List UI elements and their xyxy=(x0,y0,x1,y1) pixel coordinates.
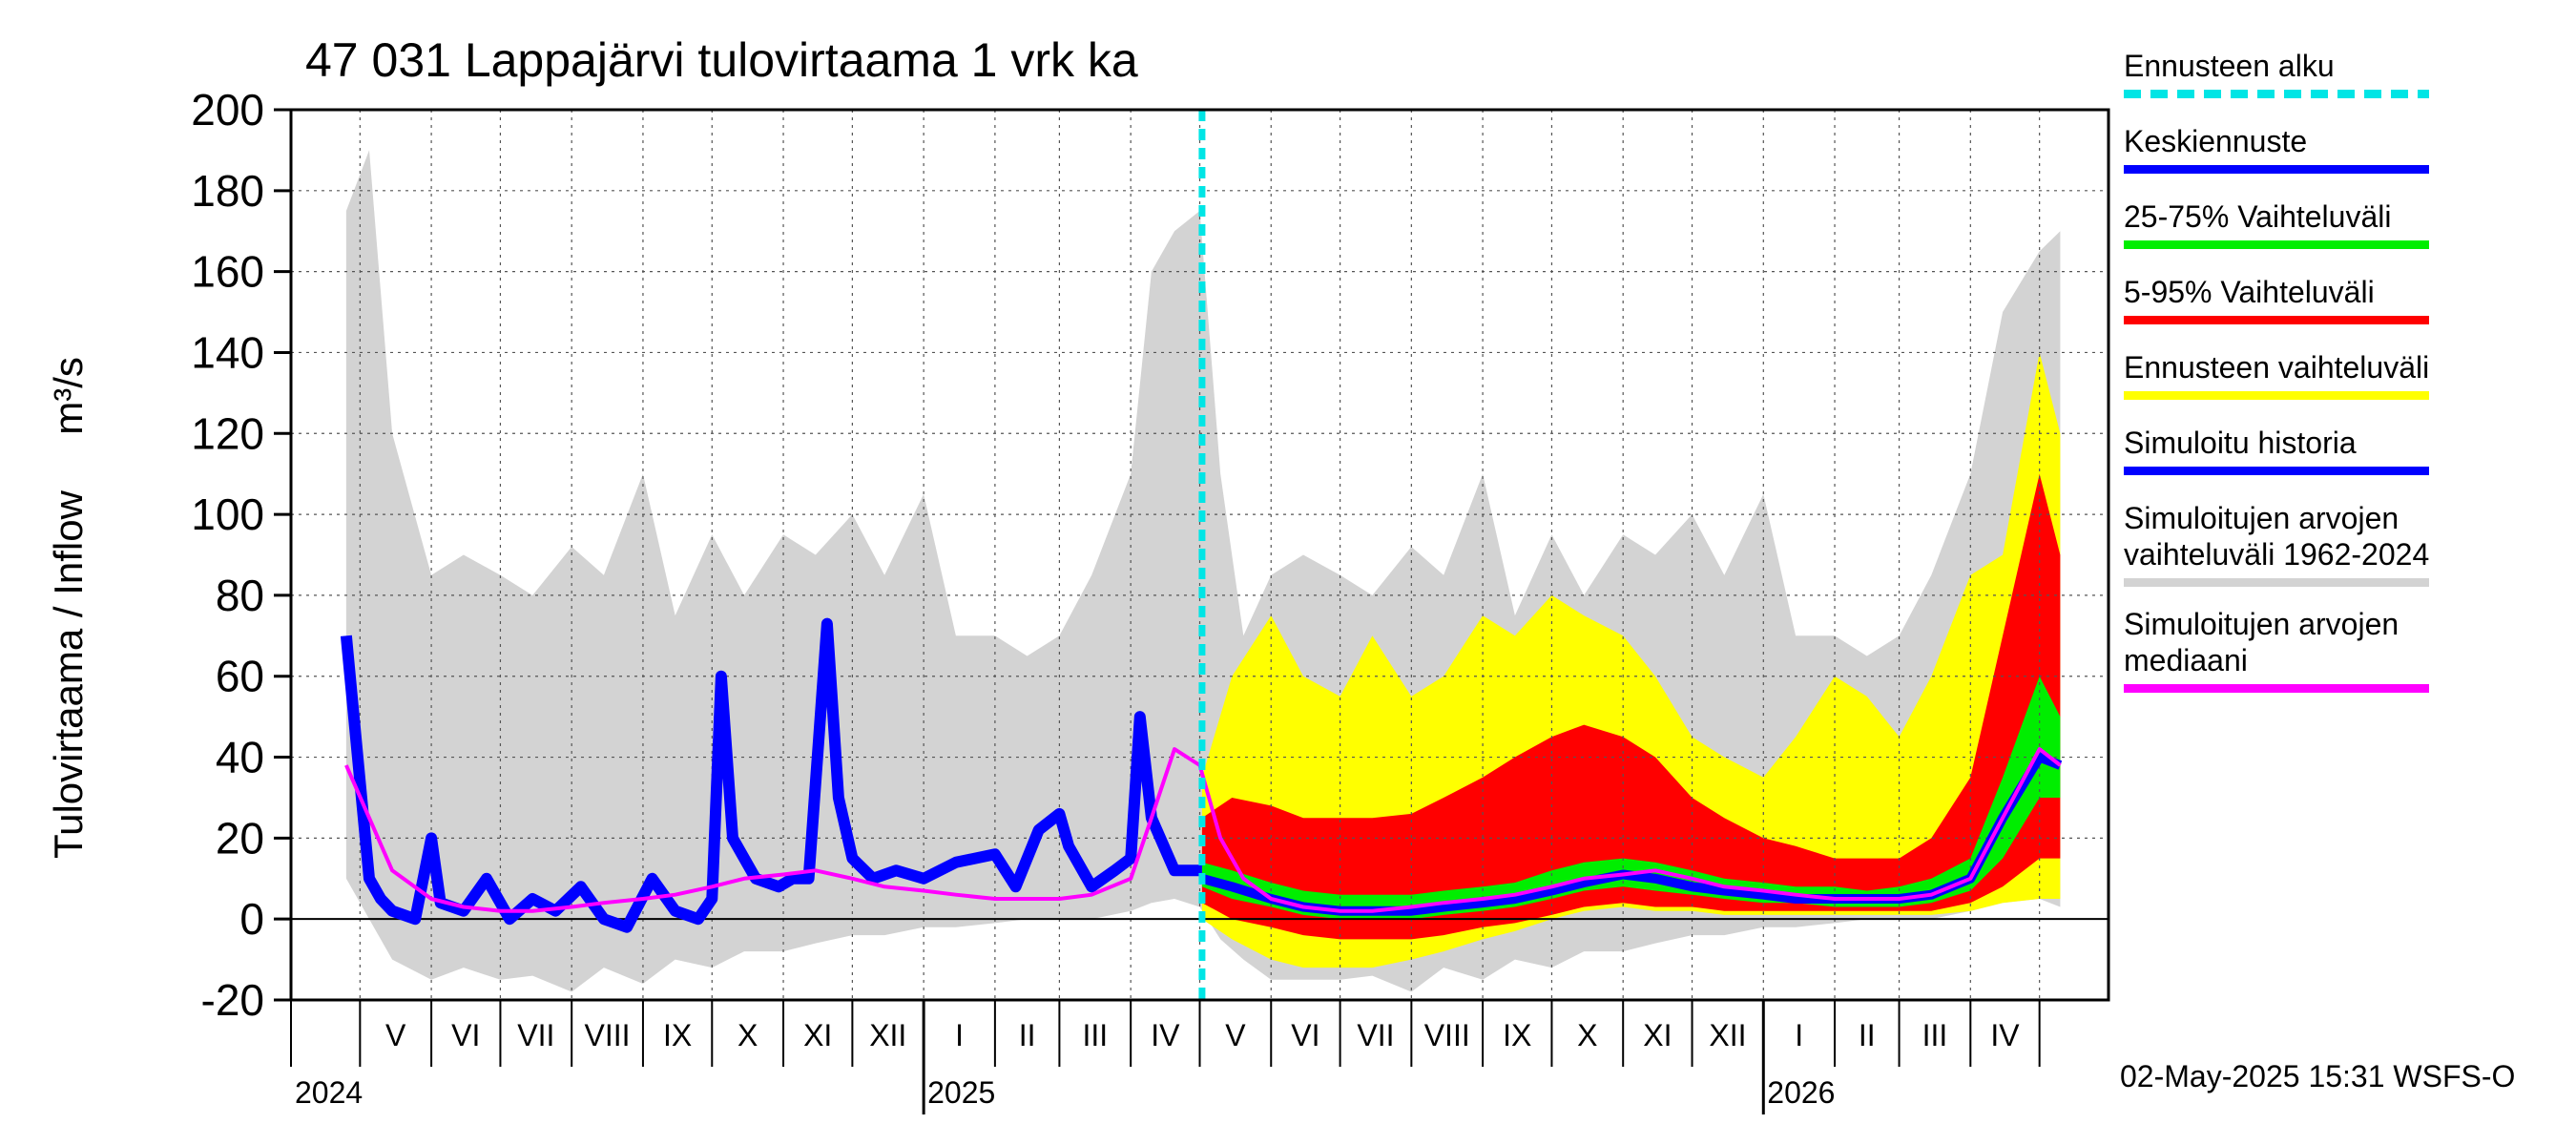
legend-swatch xyxy=(2124,90,2429,98)
legend-label: Ennusteen alku xyxy=(2124,49,2335,83)
legend-item: Simuloitujen arvojen vaihteluväli 1962-2… xyxy=(2124,500,2572,587)
legend-swatch xyxy=(2124,684,2429,693)
legend-swatch xyxy=(2124,578,2429,587)
month-label: V xyxy=(385,1018,406,1052)
month-label: III xyxy=(1922,1018,1948,1052)
y-axis-title: Tulovirtaama / Inflow xyxy=(46,490,91,859)
legend-label: 5-95% Vaihteluväli xyxy=(2124,275,2375,309)
range-25-75-band xyxy=(1201,676,2061,920)
month-label: II xyxy=(1019,1018,1036,1052)
legend: Ennusteen alku Keskiennuste 25-75% Vaihtel… xyxy=(2124,48,2572,712)
legend-label: Keskiennuste xyxy=(2124,124,2308,158)
month-label: X xyxy=(737,1018,758,1052)
year-label: 2024 xyxy=(295,1075,363,1110)
legend-swatch xyxy=(2124,165,2429,174)
legend-item: Ennusteen alku xyxy=(2124,48,2572,98)
range-5-95-band xyxy=(1201,473,2061,940)
month-label: IX xyxy=(1503,1018,1531,1052)
legend-label: Simuloitu historia xyxy=(2124,426,2357,460)
month-label: VIII xyxy=(1424,1018,1470,1052)
legend-swatch xyxy=(2124,316,2429,324)
chart-title: 47 031 Lappajärvi tulovirtaama 1 vrk ka xyxy=(305,33,1138,87)
month-label: XI xyxy=(803,1018,832,1052)
month-label: IV xyxy=(1990,1018,2020,1052)
month-label: IV xyxy=(1151,1018,1180,1052)
y-tick-label: 100 xyxy=(191,489,264,539)
month-label: XII xyxy=(869,1018,906,1052)
month-label: III xyxy=(1082,1018,1108,1052)
legend-item: Simuloitujen arvojen mediaani xyxy=(2124,606,2572,693)
y-tick-label: 200 xyxy=(191,85,264,135)
y-tick-label: 60 xyxy=(216,652,264,701)
y-tick-label: 180 xyxy=(191,166,264,216)
month-label: VII xyxy=(517,1018,554,1052)
year-label: 2026 xyxy=(1767,1075,1835,1110)
legend-item: Ennusteen vaihteluväli xyxy=(2124,349,2572,400)
month-label: VI xyxy=(451,1018,480,1052)
month-label: I xyxy=(1795,1018,1803,1052)
y-tick-label: 140 xyxy=(191,327,264,377)
legend-item: 5-95% Vaihteluväli xyxy=(2124,274,2572,324)
y-tick-label: 20 xyxy=(216,813,264,863)
month-label: II xyxy=(1859,1018,1876,1052)
month-label: VII xyxy=(1357,1018,1394,1052)
y-tick-label: -20 xyxy=(201,975,264,1025)
month-label: I xyxy=(955,1018,964,1052)
legend-swatch xyxy=(2124,467,2429,475)
y-tick-label: 80 xyxy=(216,571,264,620)
year-label: 2025 xyxy=(927,1075,995,1110)
month-label: X xyxy=(1577,1018,1597,1052)
y-tick-label: 0 xyxy=(239,894,264,944)
legend-label: Simuloitujen arvojen mediaani xyxy=(2124,607,2399,677)
y-tick-label: 120 xyxy=(191,408,264,458)
legend-swatch xyxy=(2124,240,2429,249)
month-label: XI xyxy=(1643,1018,1672,1052)
month-label: IX xyxy=(663,1018,692,1052)
y-tick-label: 40 xyxy=(216,733,264,782)
legend-label: Ennusteen vaihteluväli xyxy=(2124,350,2430,385)
y-tick-label: 160 xyxy=(191,247,264,297)
timestamp: 02-May-2025 15:31 WSFS-O xyxy=(2120,1059,2516,1093)
series-lines xyxy=(340,110,2063,1000)
month-label: XII xyxy=(1709,1018,1746,1052)
month-label: V xyxy=(1225,1018,1246,1052)
y-axis-unit: m³/s xyxy=(46,357,91,435)
month-label: VI xyxy=(1291,1018,1319,1052)
legend-item: Simuloitu historia xyxy=(2124,425,2572,475)
legend-label: Simuloitujen arvojen vaihteluväli 1962-2… xyxy=(2124,501,2430,572)
month-label: VIII xyxy=(585,1018,631,1052)
y-axis-label: Tulovirtaama / Inflow m³/s xyxy=(46,357,92,859)
legend-label: 25-75% Vaihteluväli xyxy=(2124,199,2392,234)
legend-item: 25-75% Vaihteluväli xyxy=(2124,198,2572,249)
legend-item: Keskiennuste xyxy=(2124,123,2572,174)
legend-swatch xyxy=(2124,391,2429,400)
